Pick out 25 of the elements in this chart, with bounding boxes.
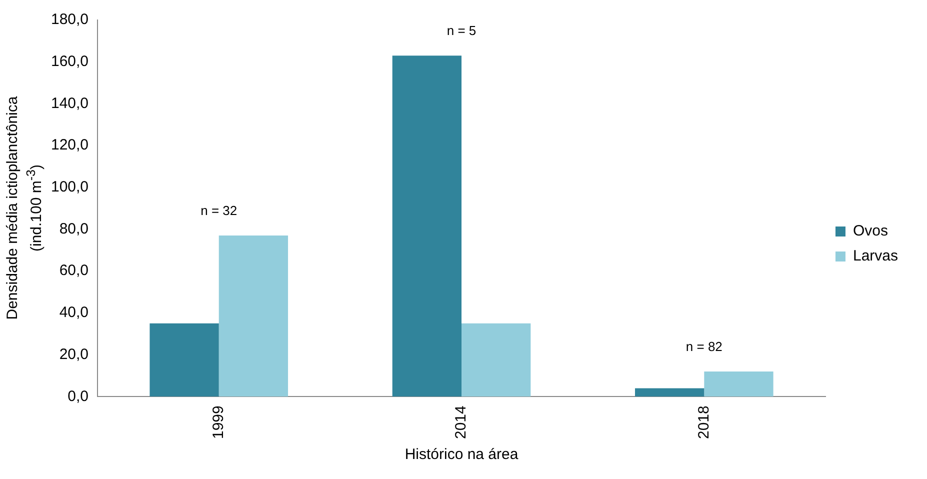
y-tick-label: 120,0 xyxy=(50,136,89,154)
bar xyxy=(704,372,774,397)
y-tick-label: 80,0 xyxy=(59,220,89,238)
legend-label: Larvas xyxy=(852,248,898,265)
x-tick-label: 2014 xyxy=(452,406,470,440)
annotation: n = 32 xyxy=(200,203,238,218)
y-tick-label: 100,0 xyxy=(50,178,89,196)
y-tick-label: 180,0 xyxy=(50,11,89,28)
bar xyxy=(392,56,462,397)
y-tick-label: 60,0 xyxy=(59,262,89,280)
y-tick-label: 20,0 xyxy=(59,346,89,363)
annotation: n = 5 xyxy=(446,23,476,38)
y-tick-label: 40,0 xyxy=(59,304,89,322)
bar xyxy=(462,323,531,397)
bar xyxy=(150,323,219,397)
y-tick-label: 140,0 xyxy=(50,94,89,112)
x-axis-title: Histórico na área xyxy=(404,446,519,464)
y-tick-label: 160,0 xyxy=(50,52,89,70)
legend-label: Ovos xyxy=(852,222,888,240)
y-tick-label: 0,0 xyxy=(68,388,89,405)
x-tick-label: 2018 xyxy=(695,406,712,440)
annotation: n = 82 xyxy=(686,339,722,354)
bar xyxy=(218,236,288,397)
x-tick-label: 1999 xyxy=(210,406,227,440)
bar xyxy=(635,388,704,397)
